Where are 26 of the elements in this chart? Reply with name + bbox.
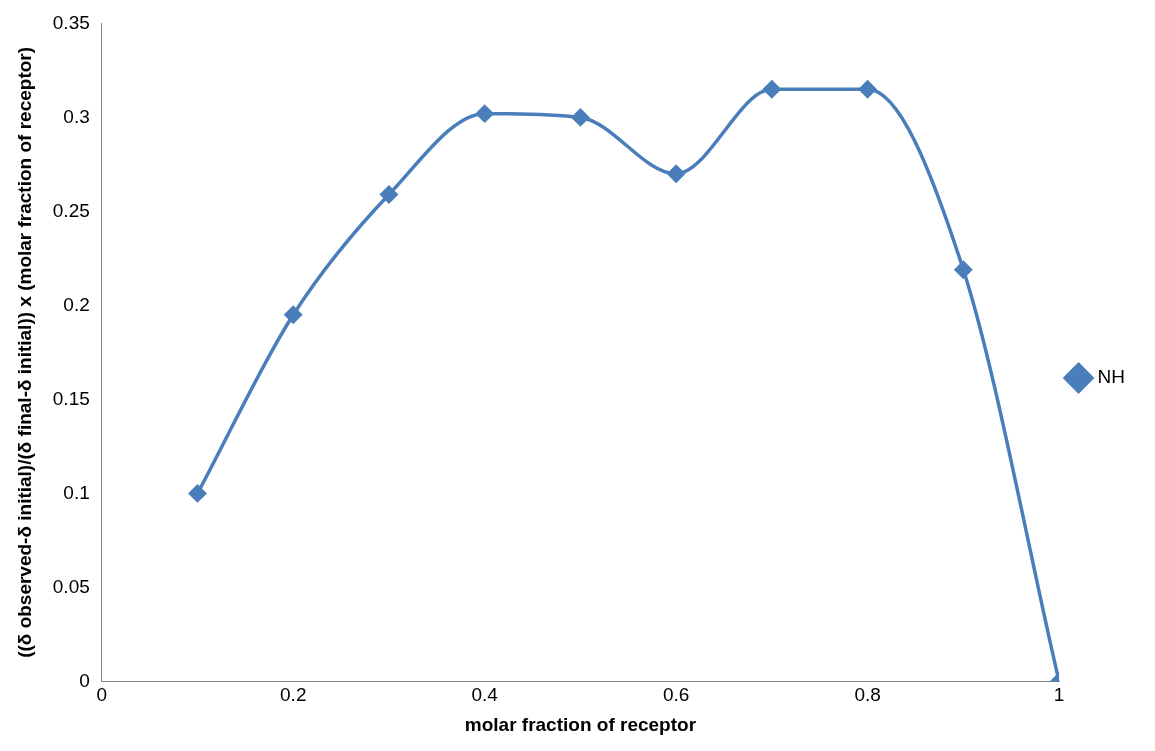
point xyxy=(858,80,877,98)
y-tick-label: 0.2 xyxy=(63,293,90,315)
x-tick-label: 1 xyxy=(1053,684,1065,706)
y-tick-label: 0.35 xyxy=(52,11,90,33)
x-tick-label: 0.6 xyxy=(662,684,690,706)
x-tick-label: 0.2 xyxy=(280,684,307,706)
y-tick-label: 0.3 xyxy=(63,105,90,127)
y-axis-title: ((δ observed-δ initial)/(δ final-δ initial)) x (molar fraction of receptor) xyxy=(13,46,35,658)
y-tick-label: 0 xyxy=(79,669,90,691)
point xyxy=(571,108,590,127)
y-tick-label: 0.15 xyxy=(52,387,90,409)
y-tick-label: 0.05 xyxy=(52,575,90,597)
point xyxy=(188,484,207,503)
x-tick-label: 0.4 xyxy=(471,684,499,706)
point xyxy=(475,104,494,123)
y-tick-label: 0.1 xyxy=(63,481,90,503)
x-tick-label: 0 xyxy=(96,684,108,706)
point xyxy=(380,185,398,204)
point xyxy=(763,80,781,98)
legend-label: NH xyxy=(1097,366,1126,388)
x-tick-label: 0.8 xyxy=(854,684,881,706)
y-tick-label: 0.25 xyxy=(52,199,90,221)
point xyxy=(667,165,685,183)
point xyxy=(954,260,973,279)
point xyxy=(284,306,302,324)
x-axis-title: molar fraction of receptor xyxy=(464,713,697,735)
